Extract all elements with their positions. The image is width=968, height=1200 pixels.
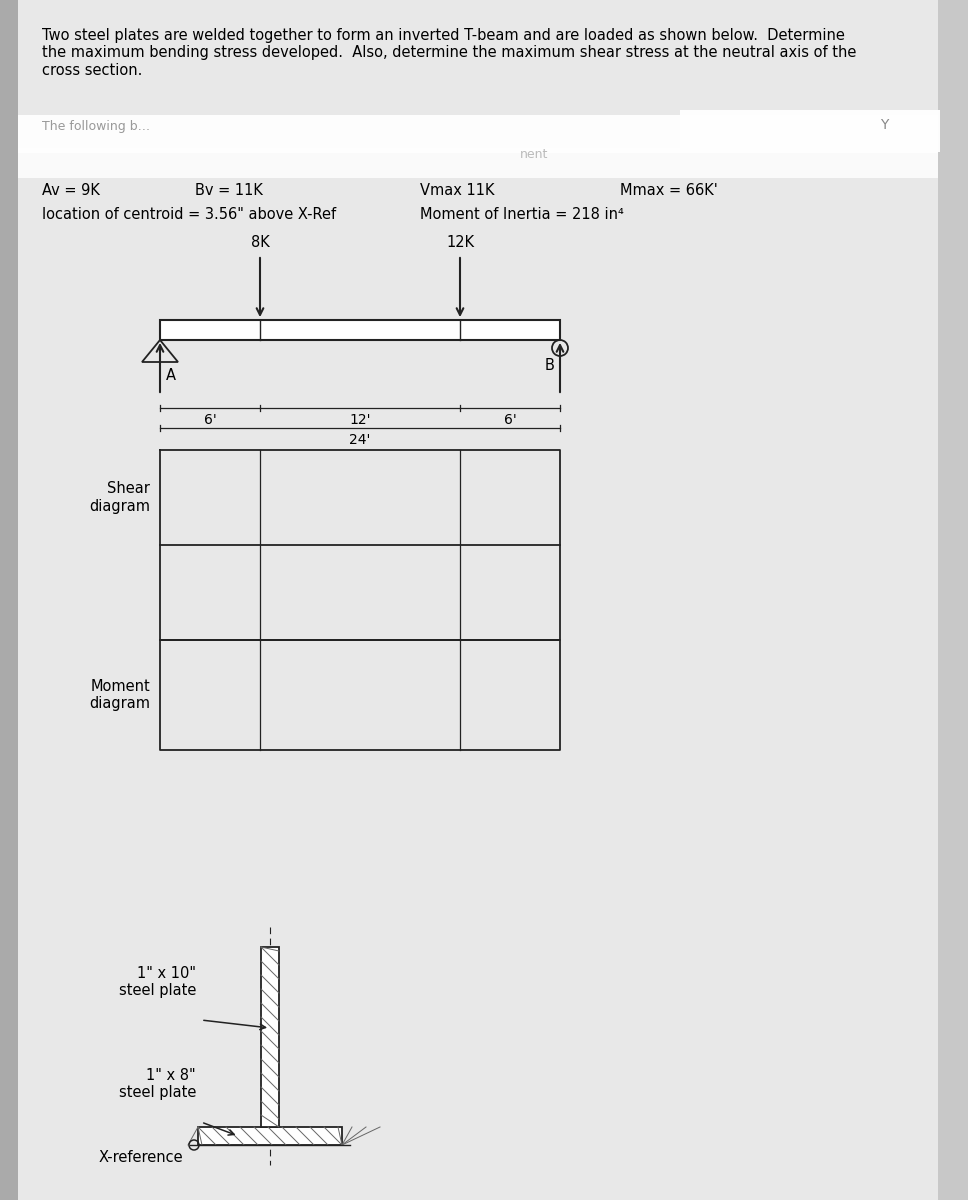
- Text: 6': 6': [503, 413, 516, 427]
- Text: 1" x 10"
steel plate: 1" x 10" steel plate: [119, 966, 196, 998]
- Text: 12': 12': [349, 413, 371, 427]
- Text: location of centroid = 3.56" above X-Ref: location of centroid = 3.56" above X-Ref: [42, 206, 336, 222]
- Text: Two steel plates are welded together to form an inverted T-beam and are loaded a: Two steel plates are welded together to …: [42, 28, 857, 78]
- Text: Mmax = 66K': Mmax = 66K': [620, 182, 717, 198]
- Text: 8K: 8K: [251, 235, 269, 250]
- FancyBboxPatch shape: [680, 110, 940, 152]
- Text: Shear
diagram: Shear diagram: [89, 481, 150, 514]
- FancyBboxPatch shape: [18, 0, 938, 1200]
- Text: 6': 6': [203, 413, 217, 427]
- Text: A: A: [166, 368, 176, 383]
- Text: Moment of Inertia = 218 in⁴: Moment of Inertia = 218 in⁴: [420, 206, 623, 222]
- Text: Moment
diagram: Moment diagram: [89, 679, 150, 712]
- Text: 1" x 8"
steel plate: 1" x 8" steel plate: [119, 1068, 196, 1100]
- FancyBboxPatch shape: [160, 320, 560, 340]
- FancyBboxPatch shape: [198, 1127, 342, 1145]
- FancyBboxPatch shape: [0, 0, 18, 1200]
- Text: 24': 24': [349, 433, 371, 446]
- Text: Vmax 11K: Vmax 11K: [420, 182, 495, 198]
- Text: nent: nent: [520, 148, 549, 161]
- Text: Av = 9K: Av = 9K: [42, 182, 100, 198]
- FancyBboxPatch shape: [261, 947, 279, 1127]
- FancyBboxPatch shape: [18, 115, 938, 152]
- Text: B: B: [544, 358, 554, 373]
- Text: Bv = 11K: Bv = 11K: [195, 182, 263, 198]
- FancyBboxPatch shape: [18, 148, 938, 178]
- Text: The following b…: The following b…: [42, 120, 150, 133]
- Text: X-reference: X-reference: [99, 1150, 183, 1165]
- Text: 12K: 12K: [446, 235, 474, 250]
- Text: Y: Y: [880, 118, 889, 132]
